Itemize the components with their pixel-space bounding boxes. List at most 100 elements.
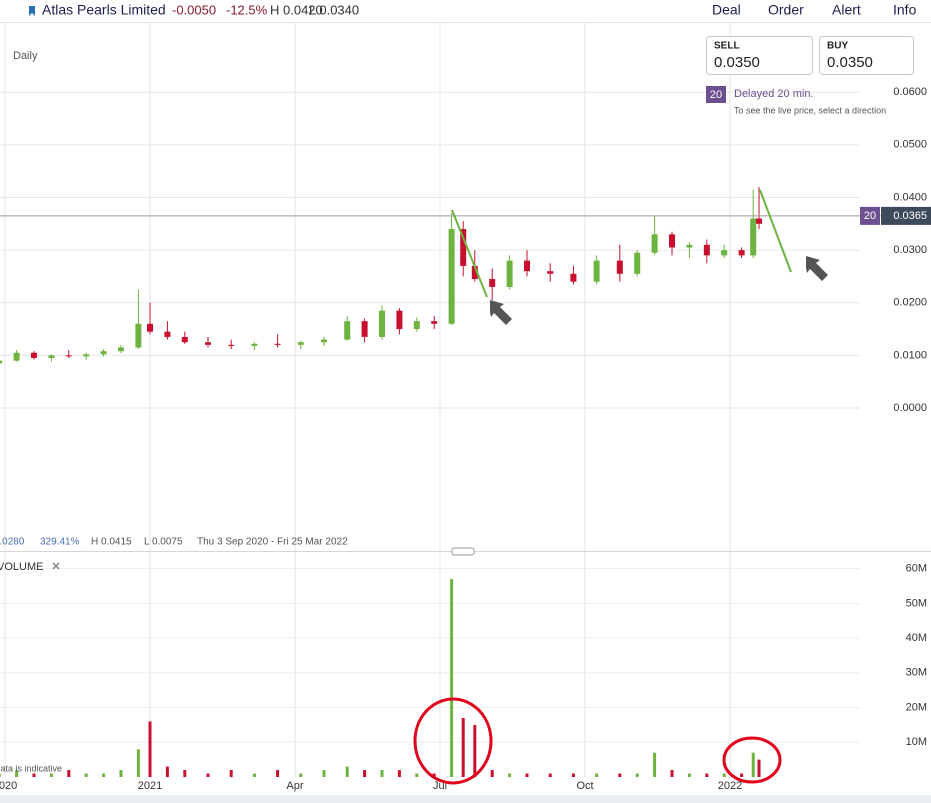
x-tick-label: Apr: [286, 780, 303, 792]
day-low: L 0.0340: [309, 2, 359, 17]
x-tick-label: 2021: [138, 780, 162, 792]
volume-bar: [183, 770, 187, 777]
volume-bar: [363, 770, 367, 777]
candle-body: [181, 336, 188, 343]
volume-bar: [252, 773, 256, 777]
volume-bar: [473, 724, 477, 777]
menu-order[interactable]: Order: [768, 2, 804, 18]
volume-bar: [119, 770, 123, 777]
annotation-arrow: [806, 256, 828, 281]
volume-bar: [0, 773, 1, 777]
y-tick-label: 0.0000: [893, 402, 927, 414]
volume-bar: [102, 773, 106, 777]
candle-body: [13, 352, 20, 361]
candle-body: [506, 260, 513, 287]
y-tick-label: 30M: [906, 667, 927, 679]
delay-badge: 20: [710, 89, 722, 101]
stats-text: Thu 3 Sep 2020 - Fri 25 Mar 2022: [197, 537, 348, 548]
y-tick-label: 0.0400: [893, 191, 927, 203]
last-badge: 20: [864, 210, 876, 222]
y-tick-label: 0.0100: [893, 349, 927, 361]
sell-label: SELL: [714, 41, 740, 52]
candle-body: [489, 279, 496, 287]
annotation-circle: [413, 697, 493, 785]
bottom-strip: [0, 795, 931, 803]
volume-bar: [165, 766, 169, 777]
candle-body: [703, 244, 710, 256]
volume-bar: [136, 749, 140, 777]
candle-body: [361, 321, 368, 337]
annotation-circle: [722, 736, 782, 784]
volume-bar: [229, 770, 233, 777]
indicative-note: Data is indicative: [0, 763, 62, 773]
watchlist-icon[interactable]: [29, 6, 35, 16]
volume-bar: [618, 773, 622, 777]
candle-body: [100, 351, 107, 355]
volume-bar: [508, 773, 512, 777]
y-tick-label: 50M: [906, 597, 927, 609]
volume-bar: [722, 773, 726, 777]
candle-body: [634, 252, 641, 274]
candle-body: [471, 265, 478, 280]
annotation-line: [451, 209, 488, 298]
buy-price: 0.0350: [827, 54, 873, 71]
volume-bar: [276, 770, 280, 777]
y-tick-label: 0.0600: [893, 86, 927, 98]
interval-label: Daily: [13, 50, 38, 62]
candle-body: [738, 250, 745, 256]
price-change: -0.0050: [172, 2, 216, 17]
candle-body: [721, 250, 728, 256]
delay-text: Delayed 20 min.: [734, 88, 814, 100]
candle-body: [228, 344, 235, 346]
candle-body: [30, 352, 37, 358]
volume-bar: [67, 770, 71, 777]
candle-body: [756, 218, 763, 224]
sell-button[interactable]: [706, 36, 813, 75]
y-tick-label: 20M: [906, 701, 927, 713]
menu-deal[interactable]: Deal: [712, 2, 741, 18]
candle-body: [570, 273, 577, 282]
volume-bar: [461, 717, 465, 777]
candle-body: [297, 342, 304, 345]
candle-body: [117, 347, 124, 352]
sell-price: 0.0350: [714, 54, 760, 71]
volume-bar: [380, 770, 384, 777]
candle-body: [593, 260, 600, 282]
candle-body: [164, 331, 171, 337]
volume-title: VOLUME: [0, 561, 43, 573]
stats-text: H 0.0415: [91, 537, 132, 548]
y-tick-label: 0.0200: [893, 297, 927, 309]
panel-resize-handle[interactable]: [451, 547, 475, 556]
buy-label: BUY: [827, 41, 848, 52]
volume-bar: [595, 773, 599, 777]
y-tick-label: 0.0300: [893, 244, 927, 256]
y-tick-label: 0.0500: [893, 139, 927, 151]
volume-bar: [345, 766, 349, 777]
instrument-name: Atlas Pearls Limited: [42, 2, 166, 18]
candle-body: [547, 271, 554, 274]
volume-bar: [705, 773, 709, 777]
volume-bar: [397, 770, 401, 777]
volume-close[interactable]: [52, 562, 60, 570]
last-price-bg: [881, 206, 931, 225]
menu-info[interactable]: Info: [893, 2, 917, 18]
candle-body: [135, 323, 142, 348]
plot-area: 20202021AprJulOct20220.00000.01000.02000…: [0, 23, 931, 792]
volume-bar: [687, 773, 691, 777]
annotation-line: [759, 189, 792, 273]
candle-body: [651, 234, 658, 253]
price-change-pct: -12.5%: [226, 2, 268, 17]
menu-alert[interactable]: Alert: [832, 2, 861, 18]
volume-bar: [740, 773, 744, 777]
volume-bar: [571, 773, 575, 777]
buy-button[interactable]: [819, 36, 914, 75]
candle-body: [65, 355, 72, 357]
candle-body: [616, 260, 623, 274]
volume-bar: [299, 773, 303, 777]
volume-bar: [84, 773, 88, 777]
candle-body: [274, 343, 281, 345]
volume-bar: [206, 773, 210, 777]
candle-body: [750, 218, 757, 256]
candle-body: [448, 229, 455, 324]
